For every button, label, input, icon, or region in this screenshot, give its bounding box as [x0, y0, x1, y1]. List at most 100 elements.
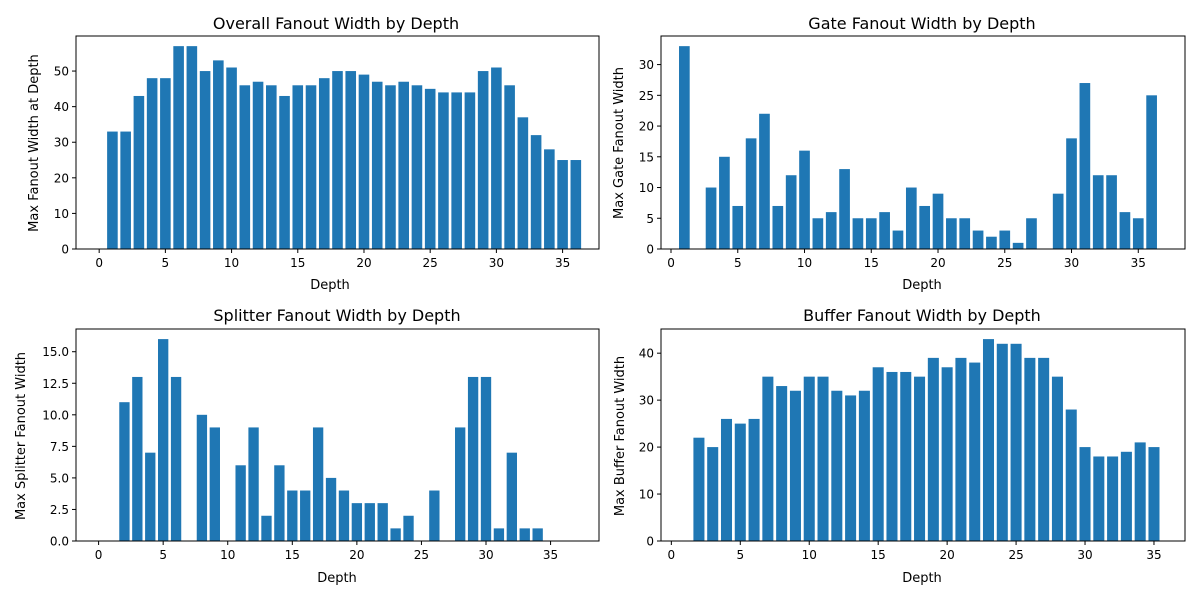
- bar: [1132, 218, 1144, 249]
- bar: [982, 339, 995, 541]
- bar: [955, 357, 967, 541]
- bar: [772, 205, 784, 249]
- bar: [345, 71, 357, 249]
- bar: [762, 376, 774, 541]
- bar: [107, 131, 118, 249]
- bar: [266, 85, 277, 249]
- y-tick-label: 0: [646, 243, 654, 257]
- x-axis-label: Depth: [317, 571, 357, 586]
- y-tick-label: 7.5: [50, 440, 69, 454]
- bar: [693, 437, 705, 541]
- bar: [1024, 357, 1036, 541]
- y-axis-label: Max Splitter Fanout Width: [14, 352, 29, 520]
- y-tick-label: 5.0: [50, 471, 69, 485]
- x-tick-label: 10: [220, 548, 235, 562]
- bar: [776, 386, 788, 541]
- y-tick-label: 10: [54, 207, 69, 221]
- bar: [438, 92, 449, 249]
- x-tick-label: 0: [95, 548, 103, 562]
- bar: [892, 230, 904, 249]
- y-tick-label: 15: [639, 150, 654, 164]
- bar: [719, 156, 730, 249]
- y-tick-label: 20: [639, 441, 654, 455]
- x-tick-label: 15: [864, 256, 879, 270]
- bar: [785, 175, 797, 249]
- x-tick-label: 0: [668, 548, 676, 562]
- bar: [325, 477, 337, 541]
- bar: [398, 81, 409, 249]
- panel-gate: Gate Fanout Width by Depth Depth Max Gat…: [612, 14, 1186, 293]
- plot-area: 0 5 10 15 20 25 30 35 0.0 2.5 5.0 7.5 10.0 12.5 15.0: [42, 328, 600, 562]
- x-tick-label: 10: [224, 256, 239, 270]
- bar: [900, 371, 912, 541]
- x-tick-label: 0: [95, 256, 103, 270]
- bar: [1079, 83, 1091, 249]
- bar: [318, 78, 330, 249]
- bar: [252, 81, 264, 249]
- bar: [213, 60, 224, 249]
- bar: [209, 427, 220, 541]
- bar: [199, 71, 211, 249]
- bar: [812, 218, 824, 249]
- x-tick-label: 25: [414, 548, 429, 562]
- y-tick-label: 0.0: [50, 535, 69, 549]
- panel-overall: Overall Fanout Width by Depth Depth Max …: [27, 14, 600, 293]
- bar: [999, 230, 1011, 249]
- x-tick-label: 10: [802, 548, 817, 562]
- bar: [351, 503, 363, 541]
- y-tick-label: 10.0: [42, 408, 69, 422]
- x-tick-label: 15: [290, 256, 305, 270]
- bar: [477, 71, 489, 249]
- bar: [852, 218, 864, 249]
- bar: [789, 390, 801, 541]
- x-axis-label: Depth: [310, 278, 350, 293]
- bar: [927, 357, 939, 541]
- bar: [119, 402, 130, 541]
- x-tick-label: 35: [543, 548, 558, 562]
- bar: [817, 376, 829, 541]
- bar: [1119, 212, 1131, 249]
- bar: [274, 465, 285, 541]
- x-tick-label: 15: [285, 548, 300, 562]
- x-tick-label: 35: [1146, 548, 1161, 562]
- bar: [390, 528, 401, 541]
- bar: [1038, 357, 1050, 541]
- bar: [332, 71, 343, 249]
- bar: [120, 131, 131, 249]
- x-tick-label: 30: [478, 548, 493, 562]
- bar: [424, 88, 436, 249]
- x-tick-label: 20: [939, 548, 954, 562]
- bar: [759, 113, 770, 249]
- bar: [455, 427, 466, 541]
- x-tick-label: 30: [1064, 256, 1079, 270]
- y-tick-label: 0: [61, 243, 69, 257]
- bar: [506, 452, 517, 541]
- bar: [377, 503, 388, 541]
- bar: [239, 85, 251, 249]
- x-tick-label: 20: [349, 548, 364, 562]
- bar: [1106, 175, 1117, 249]
- bar: [914, 376, 926, 541]
- bar: [803, 376, 815, 541]
- x-tick-label: 0: [667, 256, 675, 270]
- bar: [464, 92, 476, 249]
- bar: [1026, 218, 1037, 249]
- bar: [300, 490, 311, 541]
- x-tick-label: 10: [797, 256, 812, 270]
- bar: [173, 46, 184, 249]
- bar: [170, 376, 182, 541]
- bar: [491, 67, 502, 249]
- x-tick-label: 30: [489, 256, 504, 270]
- bar: [287, 490, 298, 541]
- bar: [1012, 242, 1024, 249]
- bar: [905, 187, 917, 249]
- bar: [1052, 193, 1064, 249]
- bar: [941, 367, 953, 541]
- bar: [707, 447, 719, 541]
- axes-frame: [660, 35, 1186, 250]
- chart-title: Overall Fanout Width by Depth: [213, 14, 459, 33]
- bar: [946, 218, 957, 249]
- bar: [1051, 376, 1063, 541]
- bar: [467, 376, 479, 541]
- bar: [312, 427, 324, 541]
